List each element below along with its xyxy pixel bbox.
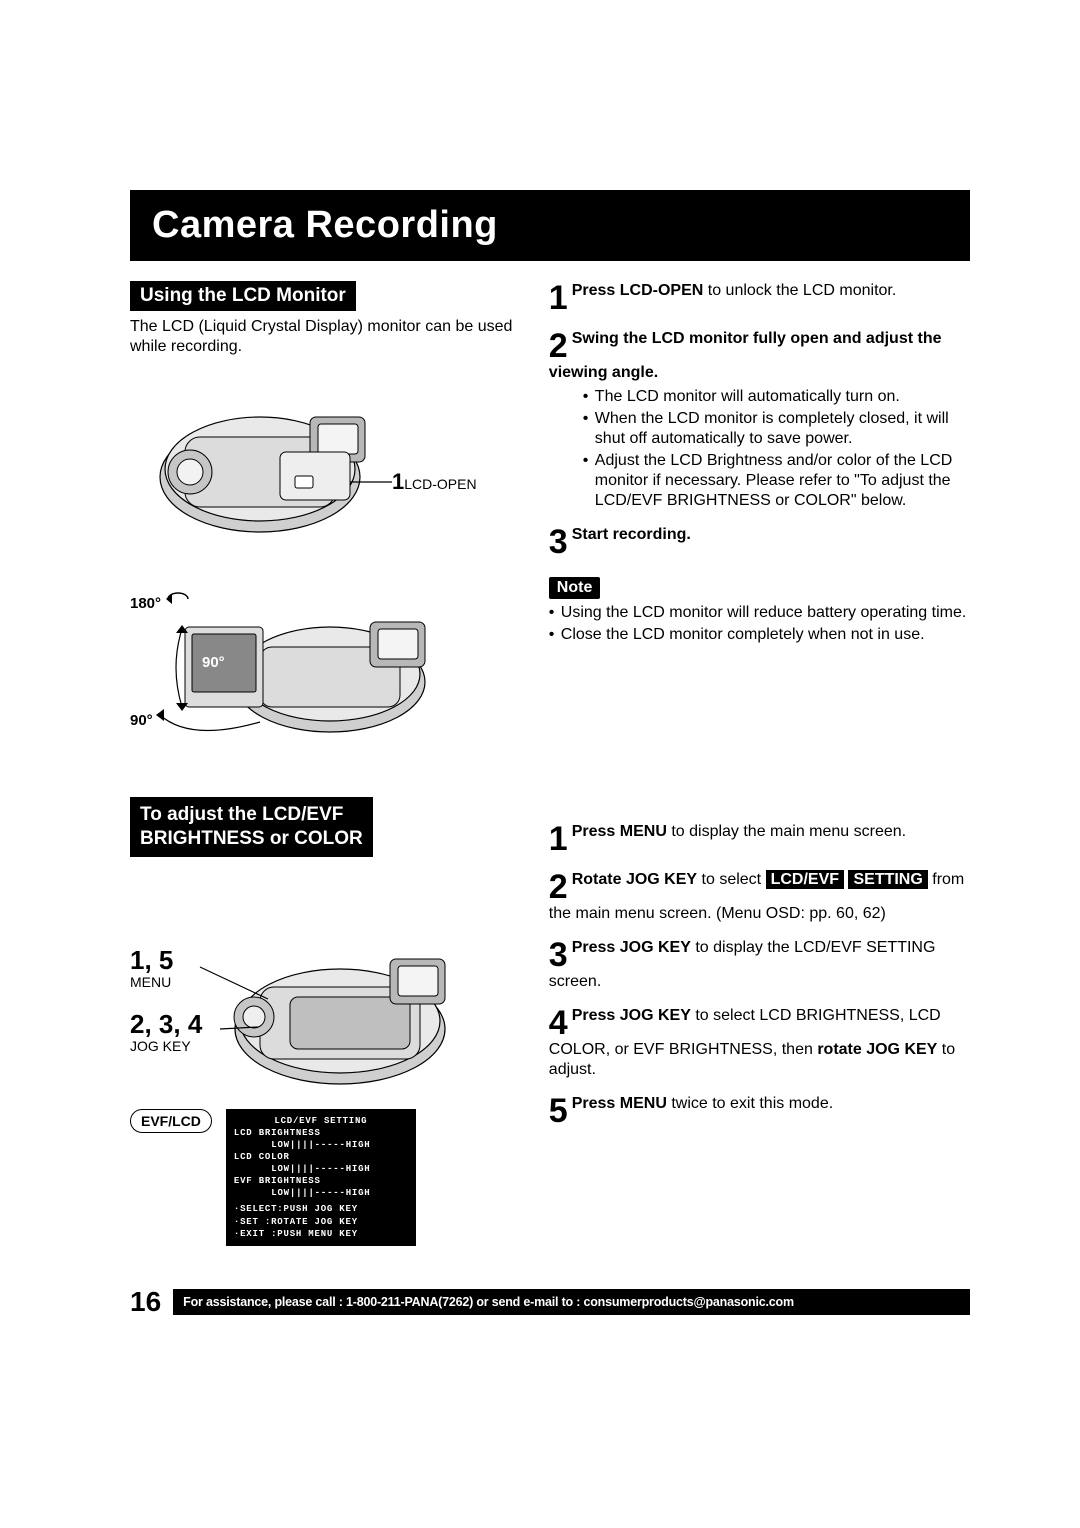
title-bar: Camera Recording (130, 190, 970, 261)
section-heading-adjust-lcd-evf: To adjust the LCD/EVF BRIGHTNESS or COLO… (130, 797, 373, 857)
callout-1-number: 1 (392, 469, 404, 494)
page-title: Camera Recording (152, 204, 948, 247)
callout-1-label: LCD-OPEN (404, 476, 476, 492)
diagram-camera-angles: 180° 90° 90° (130, 567, 519, 767)
step-3-start-recording: 3Start recording. (549, 525, 970, 559)
left-column: Using the LCD Monitor The LCD (Liquid Cr… (130, 281, 519, 1246)
page-number: 16 (130, 1286, 161, 1318)
lcd-intro-text: The LCD (Liquid Crystal Display) monitor… (130, 317, 519, 357)
camera-illustration-3 (140, 899, 470, 1119)
right-column: 1Press LCD-OPEN to unlock the LCD monito… (549, 281, 970, 1246)
step-2-bullets: The LCD monitor will automatically turn … (583, 387, 970, 511)
step2-4-select: 4Press JOG KEY to select LCD BRIGHTNESS,… (549, 1006, 970, 1080)
step-2-swing-open: 2Swing the LCD monitor fully open and ad… (549, 329, 970, 511)
camera-illustration-1 (130, 377, 420, 557)
note-bullets: Using the LCD monitor will reduce batter… (549, 603, 970, 645)
footer-assistance-bar: For assistance, please call : 1-800-211-… (173, 1289, 970, 1315)
manual-page: Camera Recording Using the LCD Monitor T… (0, 0, 1080, 1378)
step2-2-rotate-jog: 2Rotate JOG KEY to select LCD/EVF SETTIN… (549, 870, 970, 924)
svg-text:90°: 90° (202, 654, 225, 671)
note-label: Note (549, 577, 601, 599)
diagram-camera-menu: 1, 5 MENU 2, 3, 4 JOG KEY (130, 899, 519, 1139)
camera-illustration-2: 90° (130, 567, 460, 767)
step2-5-exit: 5Press MENU twice to exit this mode. (549, 1094, 970, 1128)
diagram-camera-lcd-open: 1LCD-OPEN (130, 377, 519, 567)
step-1-lcd-open: 1Press LCD-OPEN to unlock the LCD monito… (549, 281, 970, 315)
step2-3-press-jog: 3Press JOG KEY to display the LCD/EVF SE… (549, 938, 970, 992)
step2-1-press-menu: 1Press MENU to display the main menu scr… (549, 822, 970, 856)
section-heading-lcd-monitor: Using the LCD Monitor (130, 281, 356, 311)
page-footer: 16 For assistance, please call : 1-800-2… (130, 1286, 970, 1318)
